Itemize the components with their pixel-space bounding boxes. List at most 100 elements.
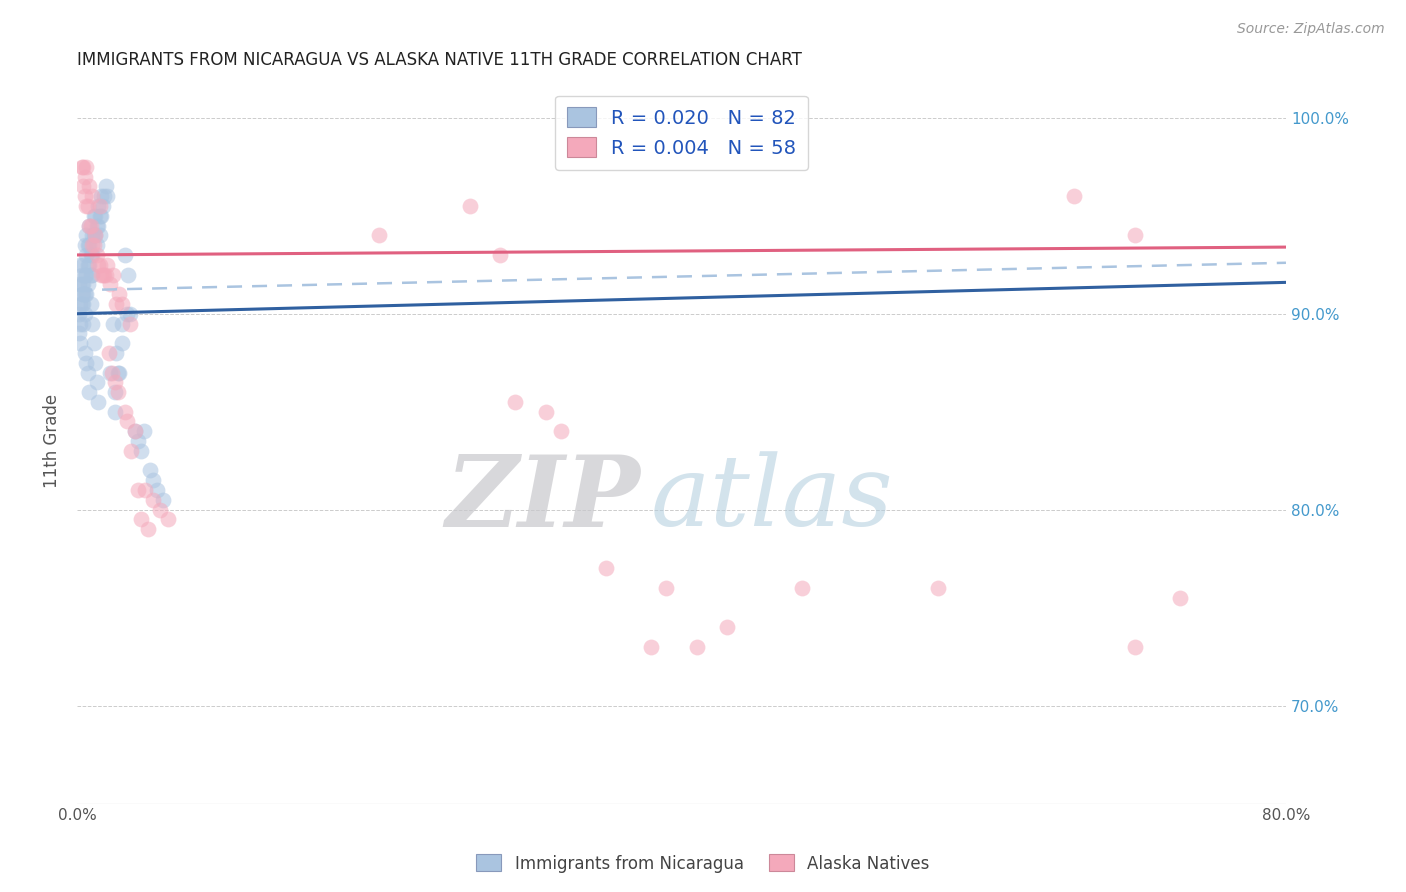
Point bbox=[595, 561, 617, 575]
Point bbox=[87, 199, 110, 213]
Point bbox=[75, 287, 97, 301]
Point bbox=[1123, 640, 1146, 654]
Legend: Immigrants from Nicaragua, Alaska Natives: Immigrants from Nicaragua, Alaska Native… bbox=[470, 847, 936, 880]
Point bbox=[111, 336, 134, 351]
Text: ZIP: ZIP bbox=[446, 450, 640, 548]
Point bbox=[792, 581, 814, 595]
Point bbox=[82, 268, 104, 282]
Point bbox=[86, 248, 108, 262]
Point bbox=[87, 395, 110, 409]
Point bbox=[76, 199, 98, 213]
Point bbox=[104, 385, 127, 400]
Point bbox=[82, 238, 104, 252]
Point bbox=[96, 258, 118, 272]
Point bbox=[124, 425, 146, 439]
Point bbox=[67, 326, 90, 341]
Point bbox=[75, 160, 97, 174]
Point bbox=[93, 268, 115, 282]
Point bbox=[121, 443, 143, 458]
Point bbox=[1123, 228, 1146, 243]
Point bbox=[101, 366, 124, 380]
Point bbox=[104, 405, 127, 419]
Point bbox=[550, 425, 572, 439]
Point bbox=[108, 287, 131, 301]
Point bbox=[107, 385, 129, 400]
Point bbox=[73, 268, 96, 282]
Point bbox=[75, 268, 97, 282]
Point bbox=[142, 492, 165, 507]
Point bbox=[84, 228, 107, 243]
Point bbox=[129, 443, 152, 458]
Point bbox=[77, 238, 100, 252]
Y-axis label: 11th Grade: 11th Grade bbox=[44, 394, 60, 488]
Point bbox=[86, 376, 108, 390]
Point bbox=[75, 248, 97, 262]
Point bbox=[76, 258, 98, 272]
Point bbox=[83, 238, 105, 252]
Point bbox=[117, 268, 139, 282]
Point bbox=[136, 522, 159, 536]
Point bbox=[67, 277, 90, 292]
Point bbox=[73, 346, 96, 360]
Text: IMMIGRANTS FROM NICARAGUA VS ALASKA NATIVE 11TH GRADE CORRELATION CHART: IMMIGRANTS FROM NICARAGUA VS ALASKA NATI… bbox=[77, 51, 801, 69]
Point bbox=[72, 297, 94, 311]
Point bbox=[80, 219, 103, 233]
Point bbox=[640, 640, 662, 654]
Point bbox=[91, 268, 114, 282]
Point bbox=[98, 366, 121, 380]
Point bbox=[146, 483, 169, 497]
Point bbox=[104, 376, 127, 390]
Point bbox=[96, 189, 118, 203]
Point bbox=[458, 199, 481, 213]
Point bbox=[505, 395, 527, 409]
Point bbox=[83, 336, 105, 351]
Point bbox=[73, 238, 96, 252]
Point bbox=[70, 297, 93, 311]
Point bbox=[70, 268, 93, 282]
Point bbox=[107, 366, 129, 380]
Point bbox=[83, 228, 105, 243]
Point bbox=[83, 209, 105, 223]
Point bbox=[103, 268, 125, 282]
Text: atlas: atlas bbox=[651, 451, 894, 547]
Point bbox=[124, 425, 146, 439]
Point bbox=[111, 297, 134, 311]
Point bbox=[84, 228, 107, 243]
Point bbox=[72, 179, 94, 194]
Point bbox=[89, 209, 111, 223]
Point bbox=[156, 512, 179, 526]
Point bbox=[108, 366, 131, 380]
Point bbox=[368, 228, 391, 243]
Point bbox=[103, 317, 125, 331]
Point bbox=[69, 336, 91, 351]
Point bbox=[152, 492, 174, 507]
Point bbox=[97, 346, 120, 360]
Point bbox=[118, 317, 141, 331]
Legend: R = 0.020   N = 82, R = 0.004   N = 58: R = 0.020 N = 82, R = 0.004 N = 58 bbox=[555, 95, 808, 169]
Point bbox=[132, 425, 155, 439]
Point bbox=[1063, 189, 1085, 203]
Point bbox=[80, 297, 103, 311]
Point bbox=[70, 287, 93, 301]
Point bbox=[127, 434, 149, 448]
Point bbox=[685, 640, 707, 654]
Point bbox=[90, 268, 112, 282]
Point bbox=[72, 258, 94, 272]
Point bbox=[534, 405, 557, 419]
Point bbox=[76, 238, 98, 252]
Point bbox=[77, 258, 100, 272]
Point bbox=[76, 277, 98, 292]
Point bbox=[72, 317, 94, 331]
Point bbox=[1168, 591, 1191, 605]
Point bbox=[69, 317, 91, 331]
Point bbox=[94, 179, 117, 194]
Point bbox=[87, 219, 110, 233]
Point bbox=[72, 287, 94, 301]
Point bbox=[89, 228, 111, 243]
Point bbox=[80, 268, 103, 282]
Point bbox=[82, 248, 104, 262]
Point bbox=[67, 307, 90, 321]
Point bbox=[82, 317, 104, 331]
Point bbox=[115, 415, 138, 429]
Point bbox=[70, 277, 93, 292]
